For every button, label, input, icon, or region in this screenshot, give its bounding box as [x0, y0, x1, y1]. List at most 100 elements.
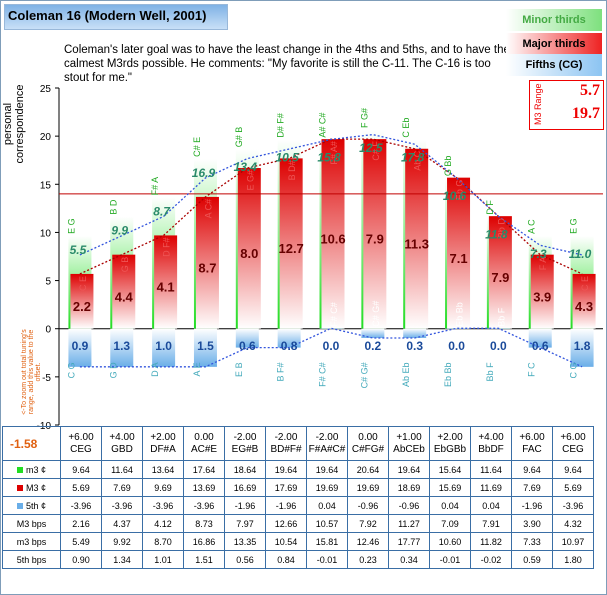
fifth-bps-label: 1.3: [113, 339, 130, 353]
y-axis-label: personal correspondence: [2, 84, 26, 164]
table-row: 5th bps 0.90 1.34 1.01 1.51 0.56 0.84 -0.01 0.23…: [2, 550, 594, 569]
y-tick-label: 5: [45, 277, 51, 288]
offset-note: <-To zoom out total tuning's range, add …: [21, 329, 42, 415]
chord-cell: +2.00 DF#A: [142, 426, 184, 461]
chart-title: Coleman 16 (Modern Well, 2001): [8, 8, 207, 23]
major-bps-label: 7.9: [366, 232, 384, 247]
row-header: 5th ¢: [2, 496, 61, 515]
table-cell: 7.97: [224, 514, 266, 533]
minor-bps-label: 5.5: [70, 243, 87, 257]
table-cell: 13.69: [183, 478, 225, 497]
table-cell: 0.23: [347, 550, 389, 569]
table-cell: 13.35: [224, 532, 266, 551]
fifth-bps-label: 0.0: [490, 339, 507, 353]
fifth-bps-label: 0.3: [406, 339, 423, 353]
table-cell: 3.90: [511, 514, 553, 533]
title-box: [4, 4, 228, 30]
m3-range-high: 19.7: [572, 105, 600, 122]
fifth-bar: [361, 328, 385, 338]
table-cell: 15.69: [429, 478, 471, 497]
table-cell: 20.64: [347, 460, 389, 479]
major-third-bar: [279, 158, 303, 329]
table-cell: 9.92: [101, 532, 143, 551]
fifth-bps-label: 0.8: [281, 339, 298, 353]
table-cell: 8.70: [142, 532, 184, 551]
table-cell: -3.96: [60, 496, 102, 515]
table-cell: -0.96: [347, 496, 389, 515]
y-tick-label: 20: [40, 132, 52, 143]
fifth-bps-label: 0.2: [365, 339, 382, 353]
chord-cell: 0.00 AC#E: [183, 426, 225, 461]
table-cell: 9.64: [60, 460, 102, 479]
table-cell: 0.04: [429, 496, 471, 515]
major-third-label: Ab C: [413, 150, 423, 171]
table-cell: 12.46: [347, 532, 389, 551]
table-cell: 4.37: [101, 514, 143, 533]
minor-bps-label: 7.3: [530, 247, 547, 261]
y-tick-label: 25: [40, 84, 52, 95]
minor-bps-label: 10.6: [443, 189, 467, 203]
minor-third-label: A C: [527, 219, 537, 234]
fifth-note-label: D A: [150, 362, 160, 377]
table-cell: 5.69: [552, 478, 594, 497]
fifth-bps-label: 0.0: [448, 339, 465, 353]
table-row: 5th ¢ -3.96 -3.96 -3.96 -3.96 -1.96 -1.96 0.04-…: [2, 496, 594, 515]
table-cell: 7.09: [429, 514, 471, 533]
fifth-bar: [152, 328, 176, 367]
row-header: m3 ¢: [2, 460, 61, 479]
table-cell: 19.69: [347, 478, 389, 497]
major-third-label: D F#: [162, 237, 172, 257]
inner-note-label: Eb Bb: [455, 302, 465, 327]
table-cell: -0.96: [388, 496, 430, 515]
major-third-bar: [530, 254, 554, 329]
table-cell: 2.16: [60, 514, 102, 533]
chord-cell: +1.00 AbCEb: [388, 426, 430, 461]
fifth-bps-label: 1.8: [574, 339, 591, 353]
table-cell: 11.64: [101, 460, 143, 479]
fifth-bps-label: 0.9: [72, 339, 89, 353]
fifth-note-label: F# C#: [318, 362, 328, 387]
table-cell: 11.82: [470, 532, 512, 551]
fifth-bps-label: 0.6: [532, 339, 549, 353]
chord-cell: +4.00 BbDF: [470, 426, 512, 461]
major-third-bar: [321, 139, 345, 329]
table-cell: 13.64: [142, 460, 184, 479]
minor-bps-label: 9.9: [111, 224, 128, 238]
minor-third-label: G Bb: [443, 156, 453, 177]
major-third-label: C# F: [371, 141, 381, 161]
major-third-bar: [70, 273, 94, 329]
table-cell: 5.49: [60, 532, 102, 551]
fifth-note-label: C# G#: [359, 362, 369, 388]
table-cell: -1.96: [265, 496, 307, 515]
major-third-bar: [195, 196, 219, 329]
row-header: M3 ¢: [2, 478, 61, 497]
minor-bps-label: 11.0: [569, 247, 592, 261]
table-cell: -1.96: [224, 496, 266, 515]
fifth-note-label: F C: [527, 362, 537, 377]
table-cell: 5.69: [60, 478, 102, 497]
minor-bps-label: 13.4: [234, 160, 258, 174]
major-third-label: F A: [538, 257, 548, 271]
row-header: 5th bps: [2, 550, 61, 569]
major-third-bar: [447, 177, 471, 329]
table-row: M3 ¢ 5.69 7.69 9.69 13.69 16.69 17.69 19.69 19.6…: [2, 478, 594, 497]
major-third-label: G B: [120, 257, 130, 273]
table-cell: 17.77: [388, 532, 430, 551]
table-cell: 15.64: [429, 460, 471, 479]
table-cell: 9.69: [142, 478, 184, 497]
table-cell: 10.57: [306, 514, 348, 533]
minor-third-label: D# F#: [276, 113, 286, 138]
y-tick-label: 15: [40, 180, 52, 191]
table-cell: 0.84: [265, 550, 307, 569]
fifth-curve: [79, 327, 583, 368]
table-cell: 0.56: [224, 550, 266, 569]
table-cell: 7.69: [101, 478, 143, 497]
fifth-bps-label: 0.6: [239, 339, 256, 353]
table-cell: 7.33: [511, 532, 553, 551]
table-cell: 0.34: [388, 550, 430, 569]
fifth-note-label: B F#: [276, 362, 286, 381]
y-tick-label: 0: [45, 325, 51, 336]
table-cell: 16.86: [183, 532, 225, 551]
table-cell: -0.01: [306, 550, 348, 569]
table-cell: -3.96: [183, 496, 225, 515]
